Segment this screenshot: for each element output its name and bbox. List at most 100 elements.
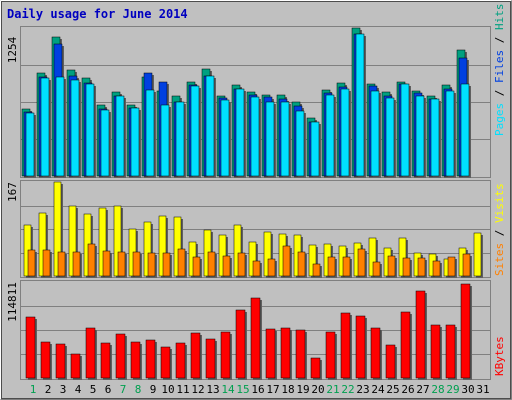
- bar-visits-day-16: [248, 241, 257, 277]
- bar-visits-day-9: [143, 221, 152, 277]
- bar-pages-day-30: [460, 83, 470, 177]
- bar-kbytes-day-16: [250, 297, 261, 379]
- bar-pages-day-23: [355, 33, 365, 177]
- bar-pages-day-3: [55, 76, 65, 177]
- bar-pages-day-29: [445, 90, 455, 177]
- x-label-day-3: 3: [60, 383, 67, 396]
- bar-pages-day-7: [115, 95, 125, 177]
- bar-kbytes-day-1: [25, 316, 36, 379]
- bar-kbytes-day-5: [85, 327, 96, 379]
- bar-sites-day-26: [402, 257, 411, 277]
- bar-pages-day-22: [340, 88, 350, 177]
- bar-sites-day-11: [177, 248, 186, 277]
- bar-pages-day-13: [205, 75, 215, 177]
- x-label-day-28: 28: [431, 383, 444, 396]
- bar-kbytes-day-22: [340, 312, 351, 379]
- x-label-day-4: 4: [75, 383, 82, 396]
- bar-pages-day-8: [130, 107, 140, 177]
- bar-sites-day-28: [432, 260, 441, 277]
- x-label-day-25: 25: [386, 383, 399, 396]
- x-label-day-23: 23: [356, 383, 369, 396]
- bar-visits-day-26: [398, 237, 407, 277]
- bar-kbytes-day-24: [370, 327, 381, 379]
- bar-sites-day-4: [72, 251, 81, 277]
- x-label-day-6: 6: [105, 383, 112, 396]
- bar-kbytes-day-19: [295, 329, 306, 379]
- bar-pages-day-5: [85, 83, 95, 177]
- bar-pages-day-4: [70, 79, 80, 177]
- bar-sites-day-27: [417, 257, 426, 277]
- bar-kbytes-day-20: [310, 357, 321, 379]
- bar-sites-day-16: [252, 260, 261, 277]
- bar-kbytes-day-4: [70, 353, 81, 379]
- axis-label-visits: Visits: [493, 183, 506, 223]
- x-label-day-21: 21: [326, 383, 339, 396]
- bar-sites-day-3: [57, 251, 66, 277]
- x-label-day-29: 29: [446, 383, 459, 396]
- x-label-day-5: 5: [90, 383, 97, 396]
- bar-visits-day-3: [53, 181, 62, 277]
- axis-label-pages: Pages: [493, 103, 506, 136]
- bar-visits-day-15: [233, 224, 242, 277]
- x-label-day-31: 31: [476, 383, 489, 396]
- bar-sites-day-6: [102, 250, 111, 277]
- bars-kbytes: [25, 283, 472, 380]
- axis-label-files: Files: [493, 50, 506, 83]
- axis-label-hits-files-pages: Pages / Files / Hits: [493, 4, 506, 137]
- bar-pages-day-10: [160, 104, 170, 177]
- x-label-day-26: 26: [401, 383, 414, 396]
- bar-kbytes-day-27: [415, 290, 426, 379]
- bar-kbytes-day-6: [100, 342, 111, 379]
- bar-sites-day-14: [222, 255, 231, 277]
- bar-sites-day-5: [87, 243, 96, 277]
- bar-sites-day-20: [312, 263, 321, 277]
- x-label-day-20: 20: [311, 383, 324, 396]
- bar-sites-day-18: [282, 245, 291, 277]
- bar-pages-day-12: [190, 85, 200, 177]
- bar-sites-day-1: [27, 249, 36, 277]
- ymax-label-visits: 167: [6, 182, 19, 202]
- bar-sites-day-9: [147, 252, 156, 277]
- bar-visits-day-31: [473, 232, 482, 277]
- bar-sites-day-13: [207, 251, 216, 277]
- bar-sites-day-12: [192, 256, 201, 277]
- bar-kbytes-day-18: [280, 327, 291, 379]
- bar-sites-day-17: [267, 258, 276, 277]
- bar-pages-day-19: [295, 110, 305, 177]
- axis-label-sites-visits: Sites / Visits: [493, 183, 506, 276]
- bar-pages-day-25: [385, 97, 395, 177]
- bar-visits-day-24: [368, 237, 377, 277]
- bar-kbytes-day-30: [460, 283, 471, 379]
- x-label-day-16: 16: [251, 383, 264, 396]
- bar-pages-day-1: [25, 112, 35, 177]
- bar-pages-day-28: [430, 98, 440, 177]
- x-label-day-19: 19: [296, 383, 309, 396]
- bar-pages-day-15: [235, 88, 245, 177]
- bar-pages-day-27: [415, 95, 425, 177]
- bar-sites-day-19: [297, 251, 306, 277]
- bar-kbytes-day-23: [355, 315, 366, 379]
- bar-pages-day-11: [175, 101, 185, 177]
- x-label-day-24: 24: [371, 383, 385, 396]
- bar-pages-day-14: [220, 99, 230, 177]
- bar-kbytes-day-2: [40, 341, 51, 379]
- bar-sites-day-7: [117, 251, 126, 277]
- bar-sites-day-8: [132, 251, 141, 277]
- x-axis-day-labels: 1 2 3 4 5 6 7 8 9 10 11 12 13 14 15 16 17 18 19 20 21 22 23 24 2…: [30, 383, 490, 396]
- bar-kbytes-day-26: [400, 311, 411, 379]
- x-label-day-1: 1: [30, 383, 37, 396]
- x-label-day-15: 15: [236, 383, 249, 396]
- bar-visits-day-7: [113, 205, 122, 277]
- bar-visits-day-6: [98, 207, 107, 277]
- bar-visits-day-17: [263, 231, 272, 277]
- x-label-day-14: 14: [221, 383, 235, 396]
- bar-visits-day-14: [218, 234, 227, 277]
- axis-label-sep2: /: [493, 30, 506, 50]
- bar-kbytes-day-25: [385, 344, 396, 379]
- bar-sites-day-10: [162, 252, 171, 277]
- bar-sites-day-25: [387, 255, 396, 277]
- bar-pages-day-24: [370, 90, 380, 177]
- bar-kbytes-day-13: [205, 338, 216, 379]
- bar-kbytes-day-10: [160, 346, 171, 379]
